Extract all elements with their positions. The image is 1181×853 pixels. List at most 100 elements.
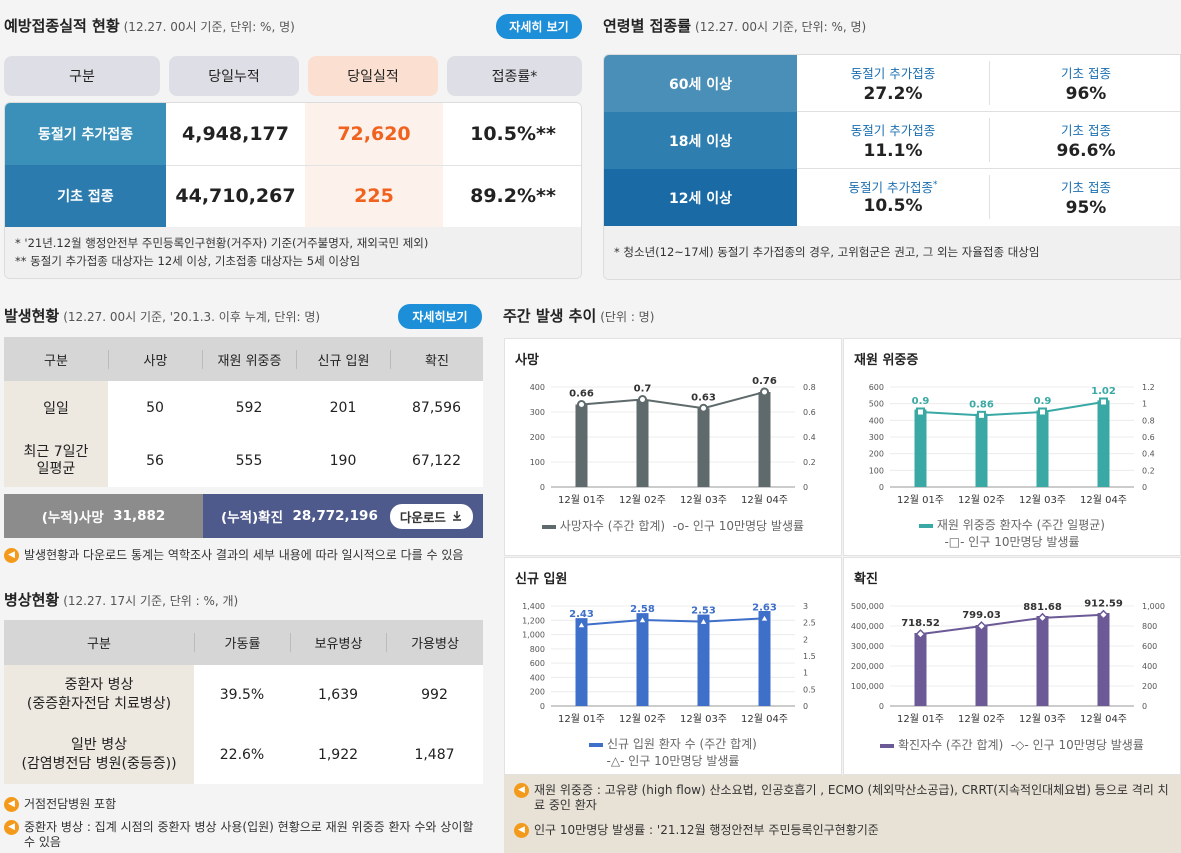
download-button[interactable]: 다운로드 (389, 503, 473, 529)
x-tick-label: 12월 03주 (1019, 494, 1066, 506)
bed-note-2-text: 중환자 병상 : 집계 시점의 중환자 병상 사용(입원) 현황으로 재원 위중… (24, 820, 474, 849)
bed-row-icu-own: 1,639 (317, 687, 359, 703)
y2-tick-label: 0.4 (803, 433, 816, 442)
y-tick-label: 0 (879, 483, 884, 492)
bed-row-general-rate: 22.6% (219, 746, 265, 763)
vacc-row-primary-cumulative: 44,710,267 (175, 185, 296, 207)
vacc-row-booster-today: 72,620 (337, 123, 411, 145)
rate-marker (638, 395, 647, 404)
rate-marker (977, 410, 986, 420)
bed-header-available: 가용병상 (386, 633, 483, 652)
bar (758, 392, 771, 487)
y-tick-label: 100,000 (851, 682, 884, 691)
y2-tick-label: 800 (1142, 622, 1157, 631)
bed-row-general-available: 1,487 (414, 746, 455, 763)
occur-row-daily-label: 일일 (43, 400, 69, 417)
y2-tick-label: 0 (803, 702, 808, 711)
occur-row-daily-admission: 201 (329, 399, 357, 416)
vacc-header-today: 당일실적 (308, 56, 438, 96)
age-12-primary-value: 95% (1065, 198, 1107, 218)
chart-admission-legend: 신규 입원 환자 수 (주간 합계) -△- 인구 10만명당 발생률 (505, 736, 841, 770)
x-tick-label: 12월 04주 (1080, 494, 1127, 506)
y-tick-label: 500 (869, 400, 884, 409)
occur-subtitle: (12.27. 00시 기준, '20.1.3. 이후 누계, 단위: 명) (63, 310, 321, 324)
y2-tick-label: 0.8 (1142, 416, 1155, 425)
data-label: 0.7 (634, 384, 652, 395)
age-12-primary-label: 기초 접종 (1061, 180, 1111, 195)
legend-bar-swatch (541, 524, 556, 529)
age-18-booster-label: 동절기 추가접종 (850, 123, 936, 138)
bar (575, 618, 588, 706)
legend-bar-swatch (589, 742, 604, 747)
vacc-detail-button[interactable]: 자세히 보기 (496, 14, 582, 39)
vacc-title: 예방접종실적 현황 (12.27. 00시 기준, 단위: %, 명) (4, 15, 295, 36)
y-tick-label: 300 (530, 408, 545, 417)
bar (914, 409, 927, 487)
age-subtitle: (12.27. 00시 기준, 단위: %, 명) (695, 20, 867, 34)
x-tick-label: 12월 02주 (619, 494, 666, 506)
download-icon (452, 511, 461, 521)
bed-header-rate: 가동률 (194, 633, 290, 652)
age-60-primary-value: 96% (1065, 84, 1107, 104)
data-label: 2.53 (691, 606, 716, 617)
y2-tick-label: 1 (1142, 400, 1147, 409)
age-title-text: 연령별 접종률 (603, 17, 692, 35)
y-tick-label: 1,400 (522, 602, 545, 611)
chart-severe-title: 재원 위중증 (854, 353, 919, 368)
cum-confirmed-value: 28,772,196 (292, 508, 378, 524)
weekly-subtitle: (단위 : 명) (600, 310, 655, 324)
data-label: 0.86 (969, 399, 994, 410)
weekly-note-2: ◀ 인구 10만명당 발생률 : '21.12월 행정안전부 주민등록인구현황기준 (514, 823, 1171, 838)
y2-tick-label: 200 (1142, 682, 1157, 691)
data-label: 0.63 (691, 392, 716, 403)
occur-row-daily-death: 50 (146, 399, 164, 416)
rate-line (581, 617, 765, 626)
age-row-12-label: 12세 이상 (604, 169, 797, 226)
data-label: 0.9 (912, 396, 930, 407)
rate-line (920, 401, 1104, 417)
weekly-title-text: 주간 발생 추이 (503, 307, 597, 325)
occur-row-avg-admission: 190 (329, 452, 357, 469)
occur-row-avg-severe: 555 (235, 452, 263, 469)
y-tick-label: 100 (530, 458, 545, 467)
chart-confirmed-title: 확진 (854, 572, 878, 587)
y-tick-label: 200 (530, 433, 545, 442)
y-tick-label: 200 (530, 688, 545, 697)
data-label: 881.68 (1023, 602, 1062, 613)
legend-line-swatch: -△- (606, 754, 625, 768)
rate-marker (916, 407, 925, 417)
y2-tick-label: 0.6 (1142, 433, 1155, 442)
bar (1036, 410, 1049, 487)
legend-line-label: 인구 10만명당 발생률 (628, 754, 740, 768)
vacc-row-booster-cumulative: 4,948,177 (182, 123, 289, 145)
rate-marker (759, 612, 770, 623)
data-label: 2.43 (569, 609, 594, 620)
occur-row-avg-death: 56 (146, 452, 164, 469)
y-tick-label: 500,000 (851, 602, 884, 611)
bed-row-icu-label: 중환자 병상 (중증환자전담 치료병상) (26, 677, 172, 712)
rate-marker (915, 629, 926, 640)
bar (758, 611, 771, 706)
speaker-icon: ◀ (4, 820, 19, 835)
bar (975, 625, 988, 706)
data-label: 0.9 (1034, 396, 1052, 407)
y2-tick-label: 0 (1142, 702, 1147, 711)
age-note: * 청소년(12~17세) 동절기 추가접종의 경우, 고위험군은 권고, 그 … (614, 245, 1040, 259)
y2-tick-label: 0 (803, 483, 808, 492)
y2-tick-label: 600 (1142, 642, 1157, 651)
occur-header-admission: 신규 입원 (296, 349, 390, 369)
data-label: 912.59 (1084, 599, 1123, 610)
bar (575, 404, 588, 487)
weekly-note-1-text: 재원 위중증 : 고유량 (high flow) 산소요법, 인공호흡기 , E… (534, 783, 1169, 812)
occur-table: 구분 사망 재원 위중증 신규 입원 확진 일일 50 592 201 87,5… (4, 337, 483, 487)
speaker-icon: ◀ (514, 823, 529, 838)
vacc-header-category: 구분 (4, 56, 160, 96)
bed-subtitle: (12.27. 17시 기준, 단위 : %, 개) (63, 594, 239, 608)
chart-admission-title: 신규 입원 (515, 572, 568, 587)
bed-header-category: 구분 (87, 637, 111, 652)
y-tick-label: 400 (530, 673, 545, 682)
chart-severe-svg: 600 500 400 300 200 100 0 1.2 1 0.8 0.6 0.4 0.2 0 12월 … (869, 383, 1155, 506)
occur-detail-button[interactable]: 자세히보기 (398, 304, 482, 329)
y2-tick-label: 2.5 (803, 619, 816, 628)
occur-row-avg-confirmed: 67,122 (412, 452, 461, 469)
